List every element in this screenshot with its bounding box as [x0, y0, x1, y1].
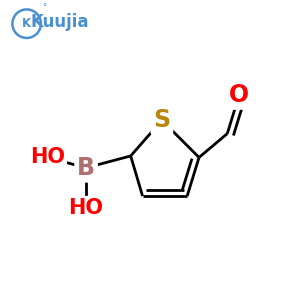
- Text: S: S: [153, 108, 170, 132]
- Text: °: °: [42, 3, 46, 12]
- Text: K: K: [22, 17, 31, 30]
- Text: B: B: [77, 156, 95, 180]
- Text: HO: HO: [69, 198, 104, 218]
- Text: HO: HO: [30, 147, 65, 167]
- Text: Kuujia: Kuujia: [31, 13, 89, 31]
- Text: O: O: [229, 83, 249, 107]
